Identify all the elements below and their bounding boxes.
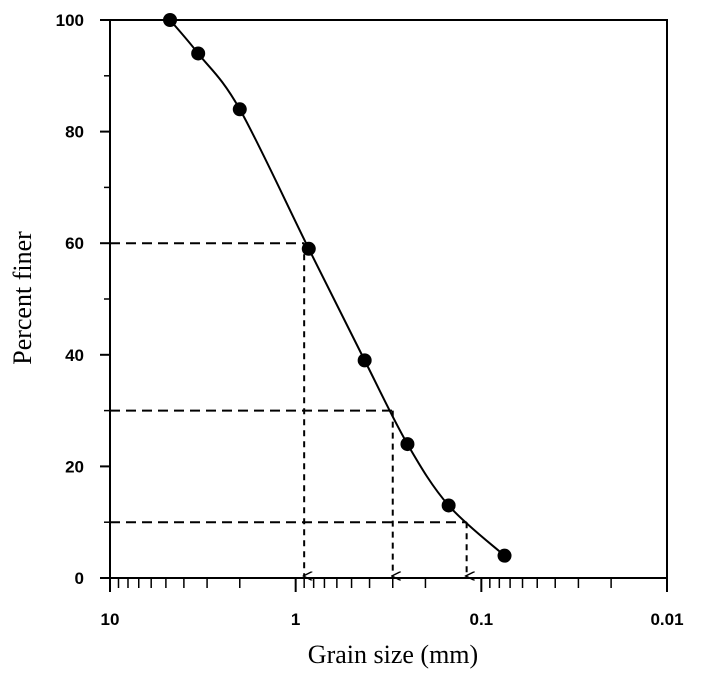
data-point <box>441 498 456 513</box>
y-tick-labels: 0 20 40 60 80 100 <box>56 11 84 588</box>
plot-frame <box>109 19 668 579</box>
x-axis-title: Grain size (mm) <box>308 640 478 669</box>
grading-curve <box>169 19 506 557</box>
x-tick-label: 0.1 <box>470 610 494 629</box>
data-points <box>163 13 512 563</box>
x-tick-label: 1 <box>291 610 300 629</box>
y-tick-label: 80 <box>65 123 84 142</box>
y-tick-label: 100 <box>56 11 84 30</box>
y-tick-label: 20 <box>65 457 84 476</box>
reference-lines <box>110 242 467 576</box>
data-point <box>191 46 206 61</box>
data-point <box>301 241 316 256</box>
x-tick-label: 0.01 <box>650 610 683 629</box>
y-tick-label: 60 <box>65 234 84 253</box>
y-tick-label: 40 <box>65 346 84 365</box>
y-tick-label: 0 <box>75 569 84 588</box>
data-point <box>357 353 372 368</box>
axis-ticks <box>100 19 668 592</box>
y-axis-title: Percent finer <box>8 231 37 365</box>
data-point <box>232 102 247 117</box>
x-tick-labels: 10 1 0.1 0.01 <box>101 610 684 629</box>
data-point <box>400 437 415 452</box>
x-tick-label: 10 <box>101 610 120 629</box>
data-point <box>497 548 512 563</box>
